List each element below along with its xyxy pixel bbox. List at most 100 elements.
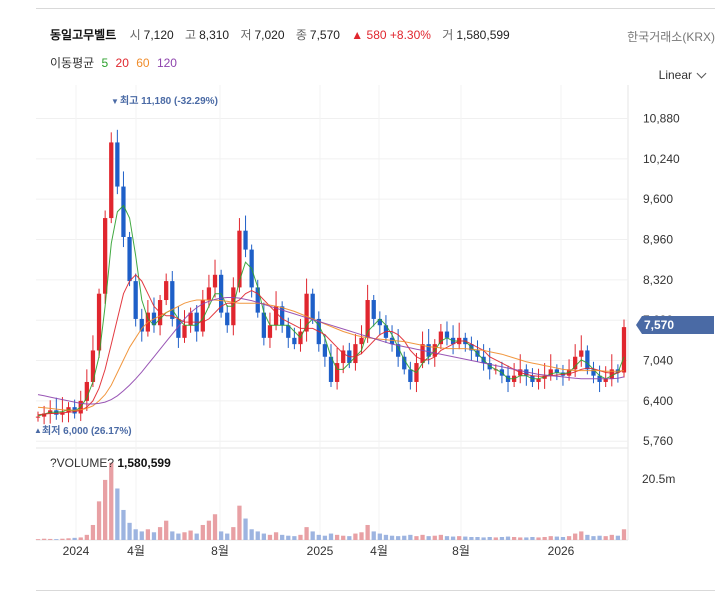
candle-body xyxy=(328,356,334,382)
volume-bar xyxy=(322,535,328,540)
x-tick-label: 2025 xyxy=(307,544,334,558)
volume-bar xyxy=(231,527,236,540)
candle-body xyxy=(389,337,395,345)
volume-bar xyxy=(463,536,468,540)
y-tick-label: 5,760 xyxy=(643,434,673,448)
candle-body xyxy=(255,287,260,313)
candle-body xyxy=(267,325,273,338)
triangle-up-icon: ▲ xyxy=(34,426,42,435)
ma-120[interactable]: 120 xyxy=(156,56,177,70)
volume-bar xyxy=(475,536,480,540)
volume-bar xyxy=(54,539,59,540)
x-tick-label: 8월 xyxy=(452,544,470,558)
volume-bar xyxy=(334,534,340,540)
close-label: 종 xyxy=(295,28,307,42)
x-tick-label: 2024 xyxy=(63,544,90,558)
candle-body xyxy=(426,344,431,357)
candle-body xyxy=(182,325,187,338)
candle-body xyxy=(237,230,242,288)
volume-bar xyxy=(176,533,181,540)
volume-bar xyxy=(518,537,523,540)
volume-bar xyxy=(408,534,413,540)
candle-body xyxy=(60,412,65,415)
volume-bar xyxy=(298,534,303,540)
candle-body xyxy=(176,318,181,338)
current-price-label: 7,570 xyxy=(644,318,674,332)
ma-60[interactable]: 60 xyxy=(136,56,150,70)
volume-bar xyxy=(524,537,529,540)
stock-name: 동일고무벨트 xyxy=(50,28,117,42)
volume-bar xyxy=(249,529,254,540)
volume-bar xyxy=(90,524,96,540)
ma-legend-label: 이동평균 xyxy=(50,56,95,70)
candle-body xyxy=(127,236,132,282)
moving-average-lines xyxy=(37,204,625,417)
ma-5[interactable]: 5 xyxy=(101,56,109,70)
volume-bar xyxy=(164,520,169,540)
volume-bar xyxy=(72,537,77,540)
close-value: 7,570 xyxy=(309,28,340,42)
volume-bar xyxy=(530,536,535,540)
x-axis-ticks: 2024 4월 8월 2025 4월 8월 2026 xyxy=(63,544,575,558)
candle-body xyxy=(243,230,248,250)
volume-bar xyxy=(389,535,395,540)
candle-body xyxy=(524,369,529,376)
volume-bar xyxy=(206,520,212,540)
y-tick-label: 10,240 xyxy=(643,152,680,166)
candle-body xyxy=(341,350,346,364)
x-tick-label: 2026 xyxy=(548,544,575,558)
candle-body xyxy=(408,369,413,382)
open-value: 7,120 xyxy=(143,28,174,42)
low-label: 저 xyxy=(240,28,252,42)
volume-bar xyxy=(133,529,138,540)
candle-body xyxy=(322,344,328,357)
volume-bar xyxy=(444,536,450,540)
volume-bar xyxy=(603,536,608,540)
volume-bar xyxy=(261,533,266,540)
ma-20[interactable]: 20 xyxy=(115,56,129,70)
volume-bar xyxy=(585,534,590,540)
volume-bar xyxy=(286,535,291,540)
triangle-down-icon: ▼ xyxy=(111,97,119,106)
volume-bar xyxy=(597,535,602,540)
volume-bar xyxy=(109,462,114,540)
candle-body xyxy=(304,293,309,332)
volume-bar xyxy=(505,536,511,540)
moving-average-legend[interactable]: 이동평균 5 20 60 120 xyxy=(50,54,181,71)
volume-bar xyxy=(396,536,401,540)
ma-line-60 xyxy=(37,299,625,411)
candle-body xyxy=(554,369,559,373)
candle-body xyxy=(609,369,614,379)
volume-bar xyxy=(420,534,425,540)
candle-body xyxy=(225,312,230,326)
volume-bar xyxy=(365,524,370,540)
y-tick-label: 8,960 xyxy=(643,233,673,247)
scale-dropdown[interactable]: Linear xyxy=(659,68,707,82)
volume-bar xyxy=(151,532,157,540)
candle-body xyxy=(396,344,401,357)
volume-bar xyxy=(41,538,47,540)
candle-body xyxy=(585,350,590,370)
volume-bar xyxy=(414,536,419,540)
volume-bar xyxy=(566,536,572,540)
volume-bar xyxy=(280,534,285,540)
candle-body xyxy=(536,378,541,382)
candle-body xyxy=(286,325,291,338)
high-value: 8,310 xyxy=(199,28,230,42)
volume-bar xyxy=(212,514,218,540)
candle-body xyxy=(548,369,553,376)
volume-bar xyxy=(225,533,230,540)
volume-bar xyxy=(426,536,431,540)
volume-bar xyxy=(243,518,248,540)
candle-body xyxy=(109,142,114,219)
volume-bar xyxy=(450,536,456,540)
candle-body xyxy=(310,293,315,319)
volume-bar xyxy=(237,505,242,540)
candle-body xyxy=(365,300,370,338)
candle-body xyxy=(121,186,126,237)
volume-indicator-value: 1,580,599 xyxy=(117,456,171,470)
price-header: 동일고무벨트 시 7,120 고 8,310 저 7,020 종 7,570 ▲ 580… xyxy=(50,26,518,43)
candle-body xyxy=(579,350,584,357)
volume-bar xyxy=(511,536,517,540)
